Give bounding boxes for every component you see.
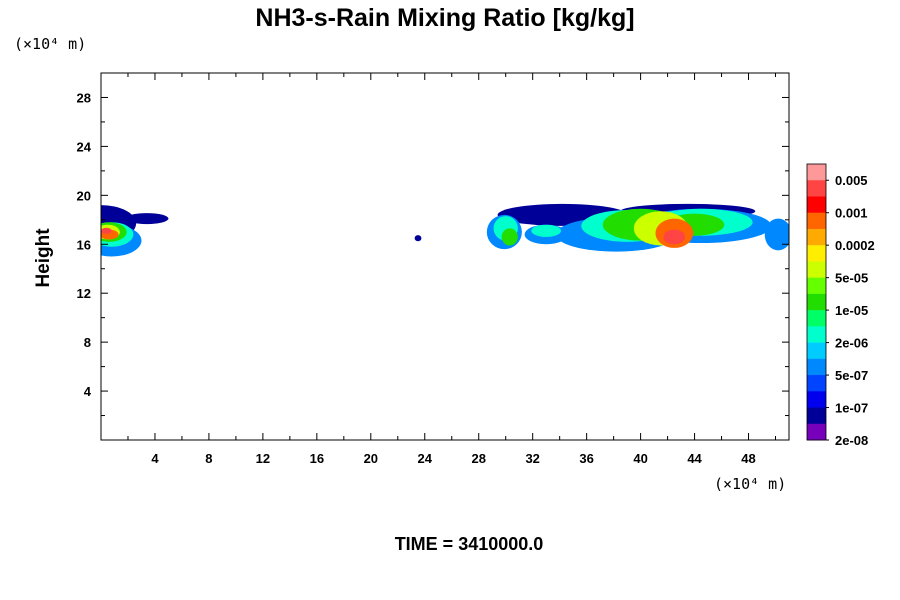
contour-region [531,224,562,237]
y-tick-label: 20 [77,188,91,203]
colorbar-labels: 0.005 0.001 0.0002 5e-05 1e-05 2e-06 5e-07 1e-0… [835,173,875,448]
chart-title: NH3-s-Rain Mixing Ratio [kg/kg] [255,4,634,32]
colorbar-segment [807,293,826,311]
colorbar-segment [807,180,826,197]
colorbar-label: 5e-05 [835,271,868,286]
y-tick-label: 8 [84,335,91,350]
y-tick-label: 16 [77,237,91,252]
x-tick-label: 4 [151,451,159,466]
colorbar-segment [807,375,826,392]
y-axis-label: Height [33,228,54,288]
colorbar-segment [807,277,826,295]
x-tick-label: 44 [687,451,702,466]
colorbar-label: 2e-06 [835,336,868,351]
contour-region [501,228,518,246]
colorbar-segment [807,212,826,230]
y-tick-label: 4 [84,384,92,399]
x-tick-label: 28 [471,451,485,466]
contour-fill-layer [101,203,789,257]
y-tick-label: 24 [77,139,92,154]
colorbar-label: 1e-07 [835,401,868,416]
contour-region [764,218,789,251]
x-tick-label: 36 [579,451,593,466]
y-tick-label: 28 [77,90,91,105]
x-tick-label: 12 [256,451,270,466]
y-tick-labels: 4 8 12 16 20 24 28 [77,90,92,399]
colorbar-segment [807,423,826,441]
x-tick-labels: 4 8 12 16 20 24 28 32 36 40 44 48 [151,451,755,466]
plot-frame [100,72,790,441]
y-axis-unit: (×10⁴ m) [14,35,86,53]
colorbar-segment [807,358,826,376]
colorbar-segment [807,164,826,181]
colorbar-label: 5e-07 [835,368,868,383]
x-tick-label: 16 [310,451,324,466]
y-tick-label: 12 [77,286,91,301]
x-tick-label: 48 [741,451,755,466]
colorbar-segment [807,342,826,360]
contour-region [663,229,686,245]
colorbar-segment [807,326,826,344]
colorbar-label: 1e-05 [835,303,868,318]
x-tick-label: 40 [633,451,647,466]
colorbar-segment [807,391,826,409]
colorbar-segment [807,228,826,246]
colorbar-segment [807,407,826,425]
colorbar-segment [807,196,826,214]
contour-region [101,227,112,234]
contour-region [414,235,422,242]
colorbar-label: 2e-08 [835,433,868,448]
x-tick-label: 8 [205,451,212,466]
colorbar-label: 0.001 [835,206,868,221]
colorbar-segment [807,245,826,262]
x-tick-label: 32 [525,451,539,466]
colorbar-segment [807,261,826,279]
contour-region [125,213,169,225]
x-axis-unit: (×10⁴ m) [714,475,786,493]
colorbar [806,163,829,441]
colorbar-label: 0.005 [835,173,868,188]
time-footer: TIME = 3410000.0 [395,534,544,554]
x-tick-label: 24 [418,451,433,466]
colorbar-frame [806,163,827,441]
colorbar-segment [807,310,826,327]
colorbar-label: 0.0002 [835,238,875,253]
x-tick-label: 20 [364,451,378,466]
axis-ticks [101,73,789,440]
